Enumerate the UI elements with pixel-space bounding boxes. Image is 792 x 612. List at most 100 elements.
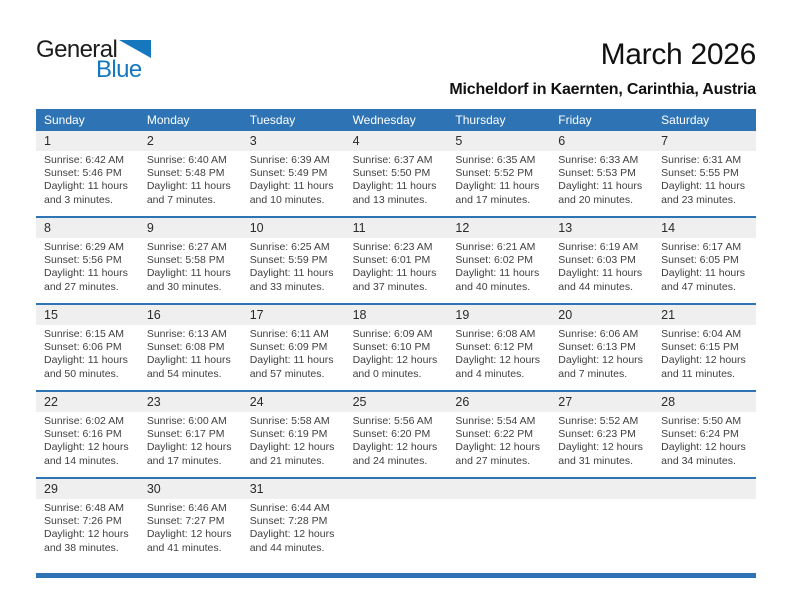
day-cell: Sunrise: 5:56 AM Sunset: 6:20 PM Daylight:… <box>345 415 448 471</box>
day-number: 25 <box>352 395 367 409</box>
sunset-text: Sunset: 6:24 PM <box>661 428 739 441</box>
day-cell <box>447 502 550 558</box>
day-number: 31 <box>249 482 264 496</box>
daylight-text-line2: and 41 minutes. <box>146 541 222 554</box>
sunrise-text: Sunrise: 6:39 AM <box>249 154 330 166</box>
daylight-text-line1: Daylight: 12 hours <box>44 441 129 454</box>
sunset-text: Sunset: 5:49 PM <box>249 167 328 180</box>
day-number: 30 <box>146 482 161 496</box>
week-row: 8 9 10 11 12 13 14 Sunrise: 6:29 AM Sunset: 5:56… <box>36 216 756 303</box>
sunrise-text: Sunrise: 6:35 AM <box>455 154 536 166</box>
sunrise-text: Sunrise: 6:17 AM <box>661 241 742 253</box>
day-number: 8 <box>44 221 51 235</box>
daylight-text-line1: Daylight: 12 hours <box>558 441 643 454</box>
sunset-text: Sunset: 6:08 PM <box>146 341 225 354</box>
day-cell: Sunrise: 5:50 AM Sunset: 6:24 PM Daylight:… <box>653 415 756 471</box>
daylight-text-line1: Daylight: 12 hours <box>455 354 541 367</box>
location-subtitle: Micheldorf in Kaernten, Carinthia, Austr… <box>449 81 756 98</box>
day-number-band: 29 30 31 <box>36 479 756 499</box>
daylight-text-line2: and 14 minutes. <box>44 454 119 467</box>
daylight-text-line2: and 17 minutes. <box>146 454 222 467</box>
day-cell: Sunrise: 6:48 AM Sunset: 7:26 PM Daylight:… <box>36 502 139 558</box>
day-cell: Sunrise: 6:39 AM Sunset: 5:49 PM Daylight:… <box>242 154 345 210</box>
daylight-text-line2: and 11 minutes. <box>661 367 736 380</box>
sunset-text: Sunset: 7:27 PM <box>146 515 225 528</box>
daylight-text-line2: and 40 minutes. <box>455 280 531 293</box>
day-cell: Sunrise: 6:19 AM Sunset: 6:03 PM Daylight:… <box>550 241 653 297</box>
daylight-text-line2: and 27 minutes. <box>455 454 531 467</box>
day-cell <box>345 502 448 558</box>
day-cell: Sunrise: 6:11 AM Sunset: 6:09 PM Daylight:… <box>242 328 345 384</box>
day-cell: Sunrise: 6:23 AM Sunset: 6:01 PM Daylight:… <box>345 241 448 297</box>
daylight-text-line1: Daylight: 12 hours <box>249 441 335 454</box>
day-number: 23 <box>146 395 161 409</box>
calendar-body: 1 2 3 4 5 6 7 Sunrise: 6:42 AM Sunset: 5:46 PM Da… <box>36 131 756 564</box>
day-cell: Sunrise: 6:35 AM Sunset: 5:52 PM Daylight:… <box>447 154 550 210</box>
day-number: 26 <box>455 395 470 409</box>
daylight-text-line2: and 3 minutes. <box>44 193 113 206</box>
sunset-text: Sunset: 5:59 PM <box>249 254 328 267</box>
day-number: 10 <box>249 221 264 235</box>
day-number: 9 <box>146 221 154 235</box>
daylight-text-line2: and 17 minutes. <box>455 193 531 206</box>
week-details-row: Sunrise: 6:15 AM Sunset: 6:06 PM Daylight:… <box>36 325 756 390</box>
sunset-text: Sunset: 6:05 PM <box>661 254 739 267</box>
day-number: 13 <box>558 221 573 235</box>
daylight-text-line1: Daylight: 11 hours <box>455 180 540 193</box>
sunset-text: Sunset: 5:50 PM <box>352 167 431 180</box>
daylight-text-line1: Daylight: 11 hours <box>44 354 128 367</box>
daylight-text-line1: Daylight: 12 hours <box>249 528 335 541</box>
day-number: 1 <box>44 134 51 148</box>
sunset-text: Sunset: 5:46 PM <box>44 167 122 180</box>
week-details-row: Sunrise: 6:48 AM Sunset: 7:26 PM Daylight:… <box>36 499 756 564</box>
daylight-text-line1: Daylight: 11 hours <box>249 180 334 193</box>
daylight-text-line2: and 37 minutes. <box>352 280 428 293</box>
daylight-text-line1: Daylight: 12 hours <box>455 441 541 454</box>
sunset-text: Sunset: 6:10 PM <box>352 341 431 354</box>
day-cell: Sunrise: 6:00 AM Sunset: 6:17 PM Daylight:… <box>139 415 242 471</box>
sunset-text: Sunset: 6:09 PM <box>249 341 328 354</box>
sunset-text: Sunset: 6:22 PM <box>455 428 534 441</box>
daylight-text-line1: Daylight: 12 hours <box>661 354 746 367</box>
weekday-header-cell: Thursday <box>455 113 506 127</box>
sunset-text: Sunset: 7:26 PM <box>44 515 122 528</box>
general-blue-logo: General Blue <box>36 38 186 82</box>
day-number: 12 <box>455 221 470 235</box>
daylight-text-line2: and 27 minutes. <box>44 280 119 293</box>
daylight-text-line1: Daylight: 12 hours <box>44 528 129 541</box>
daylight-text-line1: Daylight: 11 hours <box>661 267 745 280</box>
day-cell: Sunrise: 6:44 AM Sunset: 7:28 PM Daylight:… <box>242 502 345 558</box>
daylight-text-line2: and 21 minutes. <box>249 454 325 467</box>
sunset-text: Sunset: 6:06 PM <box>44 341 122 354</box>
daylight-text-line1: Daylight: 11 hours <box>249 267 334 280</box>
daylight-text-line1: Daylight: 11 hours <box>146 354 231 367</box>
sunrise-text: Sunrise: 6:42 AM <box>44 154 124 166</box>
day-number: 20 <box>558 308 573 322</box>
daylight-text-line2: and 20 minutes. <box>558 193 633 206</box>
sunrise-text: Sunrise: 6:44 AM <box>249 502 330 514</box>
daylight-text-line2: and 47 minutes. <box>661 280 736 293</box>
day-number: 24 <box>249 395 264 409</box>
weekday-header-cell: Saturday <box>661 113 710 127</box>
daylight-text-line1: Daylight: 12 hours <box>352 441 438 454</box>
sunrise-text: Sunrise: 6:19 AM <box>558 241 639 253</box>
day-cell: Sunrise: 6:02 AM Sunset: 6:16 PM Daylight:… <box>36 415 139 471</box>
day-number: 28 <box>661 395 676 409</box>
day-cell <box>550 502 653 558</box>
sunrise-text: Sunrise: 6:31 AM <box>661 154 742 166</box>
day-number: 11 <box>352 221 366 235</box>
sunset-text: Sunset: 6:23 PM <box>558 428 636 441</box>
daylight-text-line1: Daylight: 11 hours <box>352 180 437 193</box>
daylight-text-line2: and 13 minutes. <box>352 193 428 206</box>
sunrise-text: Sunrise: 6:46 AM <box>146 502 227 514</box>
daylight-text-line1: Daylight: 11 hours <box>558 267 643 280</box>
day-cell: Sunrise: 6:42 AM Sunset: 5:46 PM Daylight:… <box>36 154 139 210</box>
daylight-text-line2: and 57 minutes. <box>249 367 325 380</box>
calendar-bottom-rule <box>36 573 756 578</box>
week-row: 15 16 17 18 19 20 21 Sunrise: 6:15 AM Sunset: 6:… <box>36 303 756 390</box>
day-number: 21 <box>661 308 676 322</box>
sunrise-text: Sunrise: 5:56 AM <box>352 415 433 427</box>
day-number: 5 <box>455 134 463 148</box>
daylight-text-line2: and 7 minutes. <box>558 367 628 380</box>
daylight-text-line2: and 33 minutes. <box>249 280 325 293</box>
